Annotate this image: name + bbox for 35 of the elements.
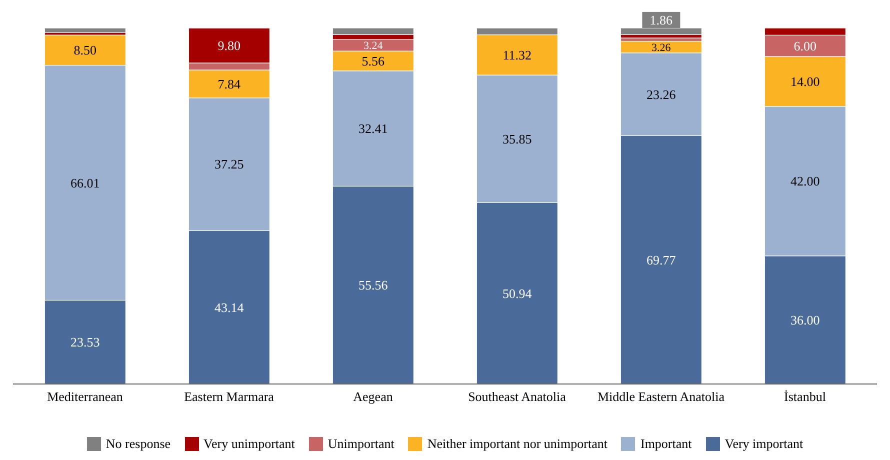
legend-label: No response [106, 436, 171, 452]
data-label: 42.00 [790, 174, 820, 189]
data-label: 55.56 [358, 278, 388, 293]
legend-label: Neither important nor unimportant [427, 436, 608, 452]
data-label: 23.26 [646, 86, 676, 102]
data-label: 69.77 [646, 252, 676, 268]
data-label: 35.85 [502, 131, 532, 146]
x-tick-label: İstanbul [784, 389, 826, 404]
data-label: 50.94 [502, 286, 532, 301]
data-label: 5.56 [362, 53, 386, 68]
data-label: 6.00 [794, 38, 817, 54]
x-tick-label: Mediterranean [47, 389, 124, 404]
data-label: 7.84 [218, 76, 242, 92]
legend-label: Very unimportant [204, 436, 295, 452]
data-label: 43.14 [214, 300, 244, 315]
x-tick-label: Southeast Anatolia [468, 389, 566, 404]
data-label: 66.01 [70, 175, 100, 190]
data-label: 23.53 [70, 334, 100, 350]
data-label: 11.32 [502, 47, 532, 62]
bar [44, 28, 126, 33]
data-label: 8.50 [74, 42, 97, 58]
x-tick-label: Middle Eastern Anatolia [597, 389, 725, 404]
data-label: 3.26 [652, 42, 672, 54]
data-label: 14.00 [790, 74, 820, 89]
x-tick-label: Aegean [353, 389, 394, 404]
data-label: 3.24 [364, 40, 384, 52]
x-tick-label: Eastern Marmara [184, 389, 274, 404]
data-label: 9.80 [218, 38, 241, 54]
data-label: 36.00 [790, 312, 820, 328]
legend-label: Very important [724, 436, 804, 452]
legend-label: Unimportant [328, 436, 394, 452]
data-label: 37.25 [214, 156, 244, 172]
data-label: 32.41 [358, 121, 388, 136]
legend-label: Important [640, 436, 692, 452]
data-label: 1.86 [650, 12, 674, 28]
